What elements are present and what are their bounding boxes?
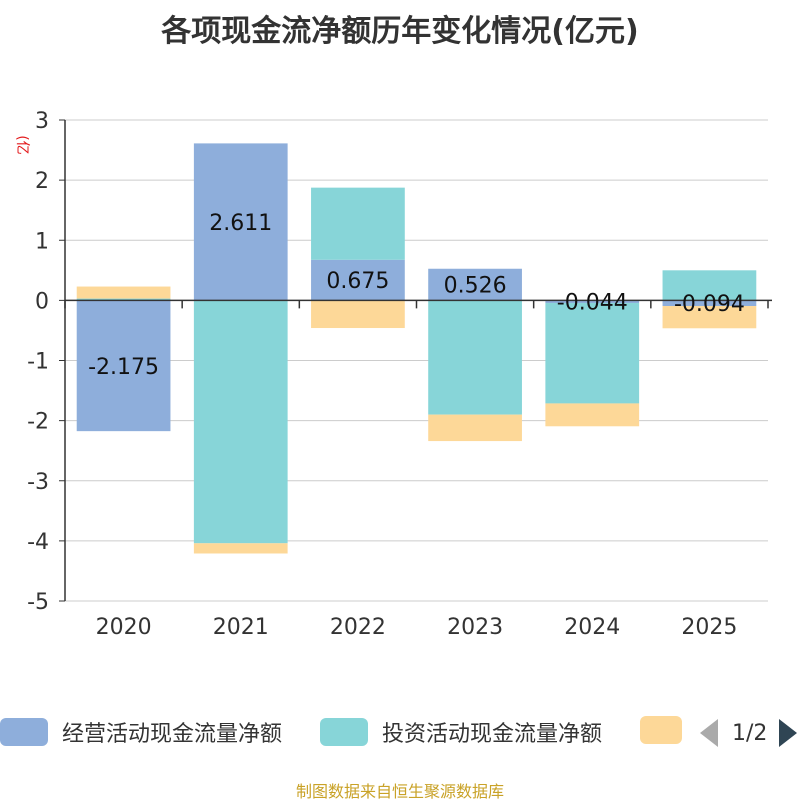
bar-series0-2020 bbox=[76, 300, 171, 432]
bar-series2-2025 bbox=[662, 306, 757, 329]
stacked-bar-chart: 3 2 1 0 -1 -2 -3 -4 -5 2020 2021 2022 2023 2024 2025 -2… bbox=[27, 109, 772, 640]
data-label-operating: 0.675 bbox=[326, 269, 389, 294]
data-label-operating: -0.094 bbox=[674, 292, 745, 317]
y-tick-label: 3 bbox=[35, 109, 49, 134]
bar-series0-2021 bbox=[193, 143, 288, 301]
bar-series0-2025 bbox=[662, 300, 757, 307]
bar-series1-2025 bbox=[662, 270, 757, 301]
y-tick-label: 1 bbox=[35, 229, 49, 254]
y-tick-label: 0 bbox=[35, 289, 49, 314]
bar-series1-2020 bbox=[76, 298, 171, 301]
y-tick-label: 2 bbox=[35, 169, 49, 194]
bar-series0-2022 bbox=[311, 259, 405, 301]
pager-prev-icon[interactable] bbox=[700, 719, 718, 747]
legend: 经营活动现金流量净额 投资活动现金流量净额 1/2 bbox=[0, 716, 800, 756]
pager-next-icon[interactable] bbox=[779, 719, 798, 747]
bar-series1-2023 bbox=[428, 300, 522, 415]
legend-label-operating: 经营活动现金流量净额 bbox=[62, 722, 283, 747]
legend-item-investing[interactable]: 投资活动现金流量净额 bbox=[320, 716, 602, 748]
x-category-label: 2021 bbox=[213, 615, 269, 640]
bar-series2-2024 bbox=[545, 403, 640, 427]
y-tick-label: -3 bbox=[27, 470, 49, 495]
bar-series0-2024 bbox=[545, 300, 640, 304]
bar-series2-2023 bbox=[428, 414, 522, 442]
bar-series2-2022 bbox=[311, 300, 405, 329]
data-label-operating: 2.611 bbox=[209, 211, 272, 236]
legend-swatch-operating bbox=[0, 718, 48, 746]
legend-swatch-financing bbox=[640, 716, 682, 744]
legend-pager: 1/2 bbox=[700, 719, 798, 747]
bar-series2-2020 bbox=[76, 286, 171, 299]
legend-label-investing: 投资活动现金流量净额 bbox=[382, 722, 603, 747]
data-label-operating: -2.175 bbox=[88, 355, 159, 380]
y-tick-label: -4 bbox=[27, 530, 49, 555]
x-category-label: 2020 bbox=[96, 615, 152, 640]
x-category-label: 2024 bbox=[564, 615, 620, 640]
x-category-label: 2022 bbox=[330, 615, 386, 640]
bar-series1-2021 bbox=[193, 300, 288, 544]
y-tick-label: -2 bbox=[27, 410, 49, 435]
pager-text: 1/2 bbox=[732, 720, 768, 746]
bar-series2-2021 bbox=[193, 543, 288, 554]
legend-item-financing[interactable] bbox=[640, 716, 696, 744]
bar-series1-2024 bbox=[545, 303, 640, 404]
legend-swatch-investing bbox=[320, 718, 368, 746]
x-category-label: 2025 bbox=[681, 615, 737, 640]
bar-series0-2023 bbox=[428, 268, 522, 301]
data-label-operating: -0.044 bbox=[557, 291, 628, 316]
x-category-label: 2023 bbox=[447, 615, 503, 640]
y-tick-label: -5 bbox=[27, 590, 49, 615]
chart-title: 各项现金流净额历年变化情况(亿元) bbox=[161, 14, 639, 49]
y-tick-label: -1 bbox=[27, 350, 49, 375]
source-footer: 制图数据来自恒生聚源数据库 bbox=[295, 782, 504, 801]
bar-series1-2022 bbox=[311, 187, 405, 260]
legend-item-operating[interactable]: 经营活动现金流量净额 bbox=[0, 716, 282, 748]
data-label-operating: 0.526 bbox=[444, 274, 507, 299]
